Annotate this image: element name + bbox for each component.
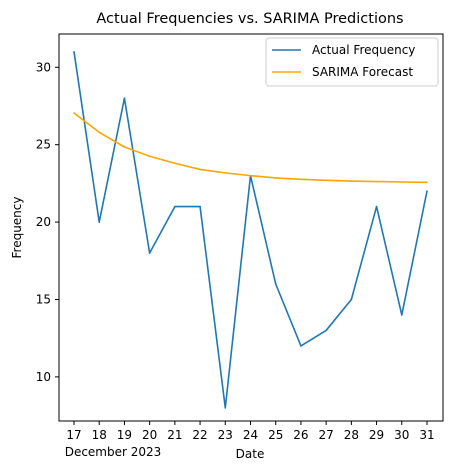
data-point-sarima-forecast-21: [174, 162, 176, 165]
data-point-actual-frequency-28: [350, 298, 353, 301]
y-tick-label-25: 25: [36, 138, 51, 152]
data-point-actual-frequency-21: [174, 205, 176, 208]
x-tick-label-21: 21: [167, 428, 182, 442]
data-point-actual-frequency-25: [274, 283, 277, 285]
x-tick-label-27: 27: [319, 428, 334, 442]
x-tick-label-23: 23: [218, 428, 233, 442]
series-lines: [73, 51, 428, 409]
x-axis: 17 18 19 20 21 22 23 24 25 26 27 28 29 30 31: [66, 421, 435, 442]
data-point-actual-frequency-20: [148, 252, 151, 254]
data-point-actual-frequency-23: [224, 407, 227, 409]
data-point-actual-frequency-18: [98, 221, 101, 223]
data-point-sarima-forecast-31: [426, 181, 428, 184]
legend-label-actual-frequency: Actual Frequency: [312, 43, 415, 57]
data-point-actual-frequency-31: [426, 190, 428, 192]
data-point-actual-frequency-22: [199, 205, 201, 208]
y-tick-label-30: 30: [36, 60, 51, 74]
y-tick-label-20: 20: [36, 215, 51, 229]
y-axis: 10 15 20 25 30: [36, 60, 59, 384]
legend-label-sarima-forecast: SARIMA Forecast: [312, 65, 413, 79]
data-point-sarima-forecast-27: [325, 179, 327, 182]
x-tick-label-25: 25: [268, 428, 283, 442]
data-point-sarima-forecast-26: [300, 178, 302, 181]
data-point-actual-frequency-26: [300, 345, 302, 347]
x-tick-label-30: 30: [394, 428, 409, 442]
data-point-sarima-forecast-17: [73, 112, 75, 114]
data-point-sarima-forecast-20: [148, 155, 151, 158]
legend: Actual Frequency SARIMA Forecast: [265, 37, 439, 87]
x-tick-label-24: 24: [243, 428, 258, 442]
plot-area: [58, 33, 444, 422]
data-point-sarima-forecast-22: [199, 168, 201, 171]
data-point-actual-frequency-17: [73, 51, 75, 53]
data-point-actual-frequency-30: [400, 314, 403, 316]
data-point-sarima-forecast-18: [98, 131, 101, 134]
x-axis-label: Date: [236, 447, 265, 461]
data-point-sarima-forecast-23: [224, 172, 227, 174]
y-tick-label-15: 15: [36, 292, 51, 306]
x-tick-label-20: 20: [142, 428, 157, 442]
data-point-actual-frequency-19: [123, 97, 126, 100]
x-tick-label-28: 28: [344, 428, 359, 442]
data-point-sarima-forecast-29: [375, 180, 378, 183]
y-axis-label: Frequency: [10, 197, 24, 259]
x-tick-label-17: 17: [66, 428, 81, 442]
data-point-sarima-forecast-28: [350, 180, 353, 182]
data-point-actual-frequency-27: [325, 329, 327, 332]
x-tick-label-18: 18: [92, 428, 107, 442]
data-point-actual-frequency-29: [375, 205, 378, 208]
x-tick-label-29: 29: [369, 428, 384, 442]
legend-box: [265, 37, 439, 87]
data-point-sarima-forecast-24: [249, 174, 252, 177]
x-axis-offset-label: December 2023: [65, 445, 162, 459]
x-tick-label-26: 26: [293, 428, 308, 442]
x-tick-label-31: 31: [419, 428, 434, 442]
x-tick-label-22: 22: [192, 428, 207, 442]
chart-title: Actual Frequencies vs. SARIMA Prediction…: [96, 11, 403, 27]
y-tick-label-10: 10: [36, 370, 51, 384]
data-point-sarima-forecast-25: [274, 177, 277, 179]
x-tick-label-19: 19: [117, 428, 132, 442]
data-point-sarima-forecast-30: [400, 181, 403, 183]
data-point-sarima-forecast-19: [123, 146, 126, 148]
